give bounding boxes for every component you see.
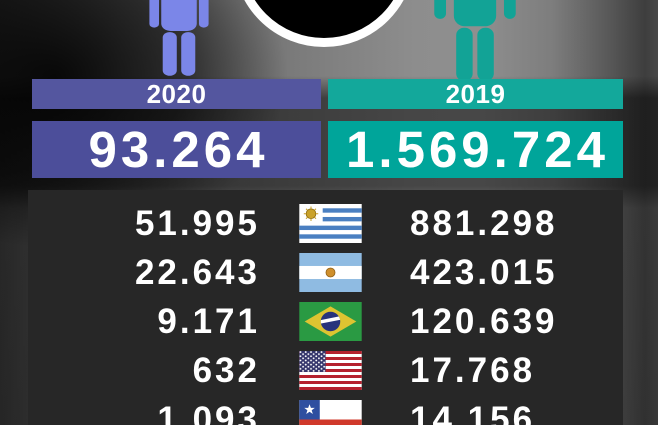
year-2020-label: 2020 [146, 79, 207, 109]
chile-flag-icon [298, 400, 362, 425]
table-row-argentina: 22.643 423.015 [28, 248, 623, 297]
table-row-chile: 1.093 14.156 [28, 395, 623, 425]
table-row-usa: 632 [28, 346, 623, 395]
usa-2019-value: 17.768 [410, 351, 536, 390]
argentina-flag-icon [298, 253, 362, 292]
brazil-2019-value: 120.639 [410, 302, 558, 341]
year-2020-bar: 2020 [32, 79, 321, 109]
year-2019-label: 2019 [445, 79, 506, 109]
total-2019-value: 1.569.724 [346, 121, 609, 178]
total-2020-bar: 93.264 [32, 121, 321, 178]
argentina-2020-value: 22.643 [134, 253, 260, 292]
usa-flag-icon [298, 351, 362, 390]
person-icon-2019 [434, 0, 516, 82]
total-2020-value: 93.264 [88, 121, 269, 178]
person-icon-2020 [149, 0, 209, 76]
argentina-2019-value: 423.015 [410, 253, 558, 292]
total-2019-bar: 1.569.724 [328, 121, 623, 178]
brazil-flag-icon [298, 302, 362, 341]
chile-2019-value: 14.156 [410, 400, 536, 425]
country-table: 51.995 [28, 190, 623, 425]
usa-2020-value: 632 [192, 351, 260, 390]
year-2019-bar: 2019 [328, 79, 623, 109]
uruguay-flag-icon [298, 204, 362, 243]
table-row-brazil: 9.171 120.639 [28, 297, 623, 346]
chile-2020-value: 1.093 [157, 400, 260, 425]
table-row-uruguay: 51.995 [28, 199, 623, 248]
uruguay-2019-value: 881.298 [410, 204, 558, 243]
uruguay-2020-value: 51.995 [134, 204, 260, 243]
brazil-2020-value: 9.171 [157, 302, 260, 341]
